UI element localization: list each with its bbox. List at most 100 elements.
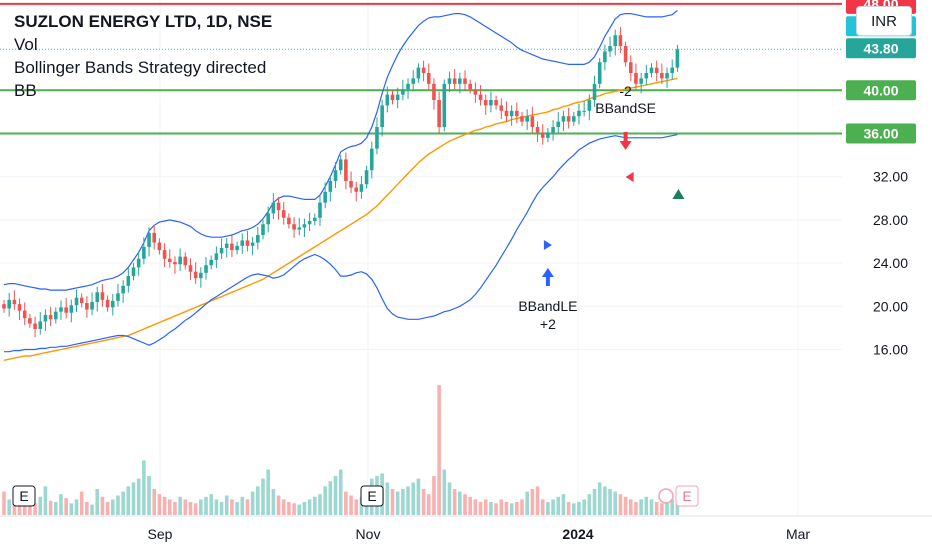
candle	[556, 121, 561, 128]
indicator-bb-strategy[interactable]: Bollinger Bands Strategy directed	[14, 58, 267, 77]
volume-bar	[307, 499, 312, 515]
candle	[22, 310, 27, 319]
y-tick-label: 20.00	[873, 298, 908, 314]
volume-bar	[74, 499, 79, 515]
candle	[473, 89, 478, 95]
volume-bar	[276, 495, 281, 515]
candle	[478, 94, 483, 101]
volume-bar	[437, 385, 441, 515]
candle	[110, 300, 115, 308]
volume-bar	[442, 469, 447, 515]
x-tick-label: Mar	[786, 526, 810, 542]
earnings-marker[interactable]	[360, 485, 384, 507]
volume-bar	[28, 499, 32, 515]
x-tick-label: Nov	[356, 526, 381, 542]
volume-bar	[499, 499, 504, 515]
candle	[515, 110, 519, 117]
volume-bar	[33, 503, 37, 515]
volume-bar	[566, 502, 571, 515]
volume-bar	[59, 494, 63, 515]
indicator-volume[interactable]: Vol	[14, 35, 38, 54]
candle	[33, 323, 37, 329]
candle	[142, 246, 146, 259]
candle	[287, 217, 291, 225]
buy-triangle-icon	[672, 189, 685, 199]
earnings-marker[interactable]	[12, 485, 36, 507]
candle	[468, 83, 472, 90]
candle	[639, 78, 643, 84]
volume-bar	[520, 499, 524, 515]
candle	[364, 170, 369, 185]
candle	[385, 94, 390, 106]
candle	[7, 299, 11, 309]
volume-bar	[281, 499, 286, 515]
volume-bar	[204, 496, 208, 515]
candle	[121, 285, 125, 294]
candle	[105, 299, 110, 308]
volume-bar	[95, 489, 100, 515]
candle	[489, 100, 493, 106]
volume-bar	[416, 478, 421, 515]
candle	[437, 100, 441, 128]
candle	[95, 292, 100, 302]
volume-bar	[199, 499, 203, 515]
candle	[369, 148, 374, 171]
volume-bar	[183, 499, 188, 515]
volume-bar	[90, 504, 94, 515]
candle	[406, 83, 410, 90]
y-tick-label: 32.00	[873, 169, 908, 185]
candle	[416, 67, 421, 79]
volume-bar	[395, 491, 400, 515]
volume-bar	[22, 504, 27, 515]
volume-bar	[54, 502, 58, 515]
indicator-bb[interactable]: BB	[14, 81, 37, 100]
candle	[74, 297, 79, 306]
chart-title[interactable]: SUZLON ENERGY LTD, 1D, NSE	[14, 12, 273, 31]
candle	[349, 181, 353, 188]
earnings-marker[interactable]	[675, 485, 699, 507]
volume-bar	[675, 502, 680, 515]
currency-button[interactable]: INR	[856, 6, 912, 36]
volume-bar	[597, 482, 602, 515]
candle	[100, 292, 105, 300]
volume-bar	[421, 489, 426, 515]
volume-bar	[292, 503, 296, 515]
candle	[38, 321, 43, 329]
candle	[162, 250, 167, 259]
candle	[577, 110, 581, 117]
volume-bar	[333, 476, 338, 515]
volume-bar	[157, 494, 162, 515]
candle	[256, 235, 260, 243]
bb-exit-marker-icon	[625, 172, 634, 182]
candle	[136, 258, 141, 268]
candle	[328, 181, 333, 192]
x-tick-label: Sep	[148, 526, 173, 542]
candle	[2, 304, 6, 309]
candle	[219, 247, 224, 254]
candle	[494, 100, 498, 106]
volume-bar	[494, 503, 498, 515]
candle	[116, 293, 120, 301]
candle	[209, 259, 213, 266]
volume-bar	[323, 486, 327, 515]
volume-bar	[250, 491, 255, 515]
volume-bar	[313, 496, 317, 515]
candle	[235, 245, 239, 251]
candle	[613, 35, 618, 47]
candle	[302, 224, 307, 228]
volume-bar	[463, 494, 467, 515]
candle	[354, 187, 359, 192]
candle	[608, 46, 612, 52]
candle	[603, 51, 607, 63]
candle	[333, 170, 338, 182]
candle	[344, 159, 348, 182]
time-axis[interactable]	[0, 516, 932, 550]
volume-bar	[359, 496, 364, 515]
candle	[432, 83, 436, 101]
volume-bar	[235, 502, 239, 515]
volume-bar	[256, 486, 260, 515]
volume-bar	[209, 494, 213, 515]
volume-bar	[468, 496, 472, 515]
candle	[654, 67, 659, 74]
candle	[587, 100, 592, 111]
